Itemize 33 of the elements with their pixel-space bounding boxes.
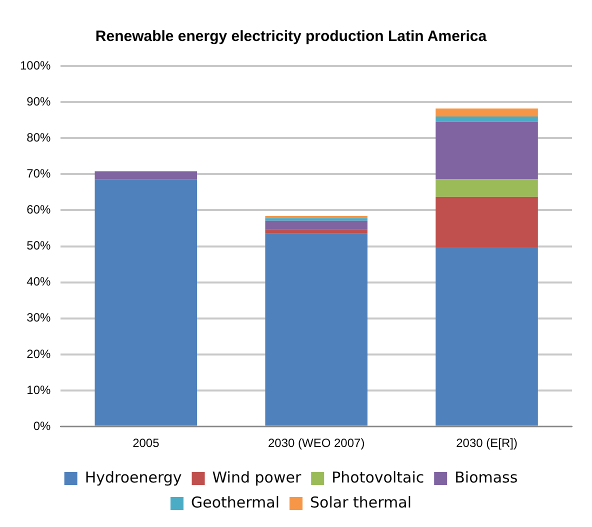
- bar: [265, 233, 368, 426]
- y-tick-label: 90%: [26, 94, 52, 108]
- bar: [436, 116, 538, 122]
- bar: [265, 229, 368, 234]
- bar: [436, 179, 538, 197]
- y-tick-label: 10%: [26, 382, 52, 397]
- y-tick-label: 50%: [26, 238, 52, 253]
- x-tick-label: 2030 (WEO 2007): [268, 436, 365, 450]
- bar: [94, 171, 198, 180]
- y-tick-label: 0%: [33, 418, 52, 433]
- y-tick-label: 70%: [26, 166, 52, 180]
- legend-label: Solar thermal: [310, 493, 412, 512]
- legend-label: Biomass: [454, 468, 518, 486]
- bar: [436, 122, 538, 180]
- chart-title: Renewable energy electricity production Latin America: [95, 28, 488, 46]
- y-tick-label: 40%: [26, 274, 52, 289]
- bar: [265, 220, 368, 230]
- legend-label: Wind power: [212, 468, 302, 486]
- bar: [436, 196, 538, 248]
- y-tick-label: 30%: [26, 310, 52, 325]
- y-tick-label: 60%: [26, 202, 52, 217]
- bar: [265, 218, 368, 221]
- bar: [94, 179, 198, 426]
- y-tick-label: 20%: [26, 346, 52, 361]
- x-tick-label: 2030 (E[R]): [456, 436, 518, 450]
- y-tick-label: 80%: [26, 130, 52, 144]
- x-tick-label: 2005: [132, 436, 160, 450]
- legend-label: Geothermal: [191, 493, 280, 512]
- bar: [436, 247, 538, 426]
- legend-label: Photovoltaic: [332, 468, 424, 486]
- bar: [436, 108, 538, 116]
- y-tick-label: 100%: [20, 58, 52, 72]
- legend-label: Hydroenergy: [84, 468, 182, 486]
